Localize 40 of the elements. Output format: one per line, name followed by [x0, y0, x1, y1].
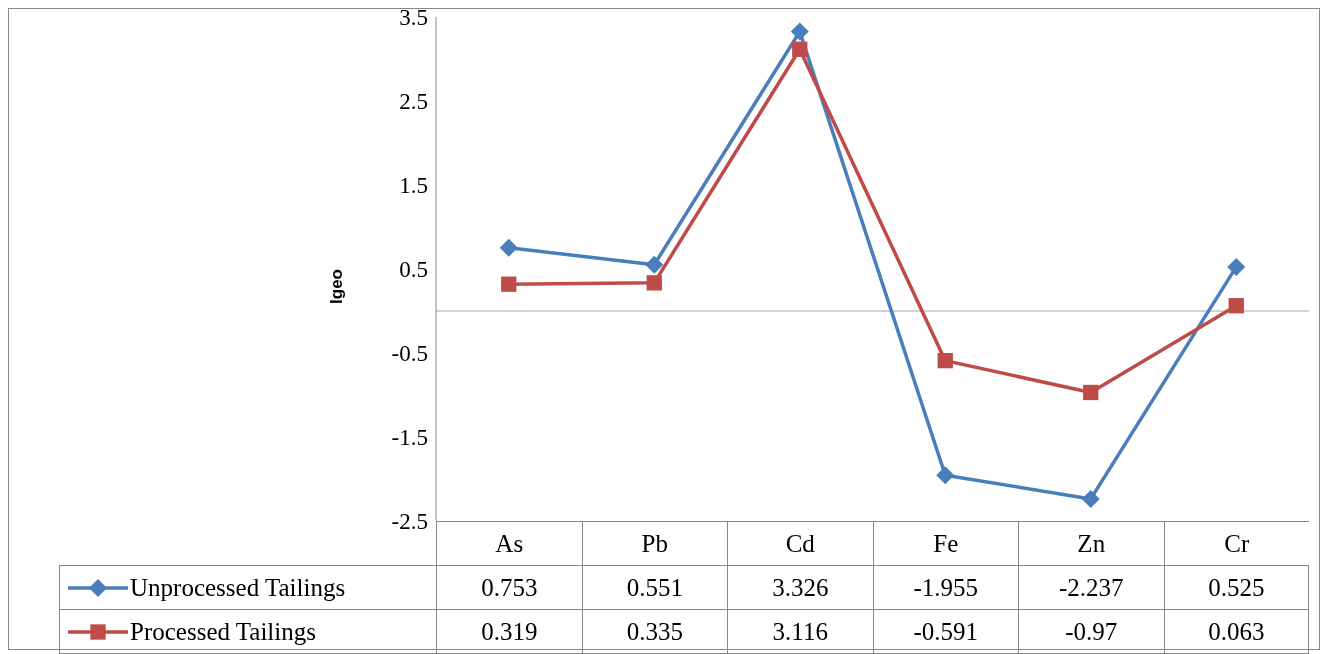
legend-label: Processed Tailings — [130, 617, 316, 646]
point — [645, 255, 664, 274]
point — [792, 41, 808, 57]
y-tick-label: 0.5 — [399, 257, 428, 283]
point — [790, 22, 809, 41]
point — [499, 238, 518, 257]
x-tick-label: Pb — [581, 521, 727, 565]
data-label: 0.525 — [1163, 565, 1309, 609]
y-tick-label: 1.5 — [399, 173, 428, 199]
data-label: 0.335 — [581, 609, 727, 653]
data-label: -0.97 — [1018, 609, 1164, 653]
data-label: 0.551 — [581, 565, 727, 609]
data-label: -2.237 — [1018, 565, 1164, 609]
y-tick-label: -2.5 — [391, 509, 428, 535]
y-tick-label: 2.5 — [399, 89, 428, 115]
y-tick-label: 3.5 — [399, 5, 428, 31]
data-label: 0.063 — [1163, 609, 1309, 653]
point — [1083, 384, 1099, 401]
x-tick-label: As — [436, 521, 582, 565]
data-label: 3.116 — [727, 609, 873, 653]
point — [1228, 298, 1244, 314]
y-tick-label: -1.5 — [391, 425, 428, 451]
data-label: 0.753 — [436, 565, 582, 609]
point — [501, 276, 517, 292]
point — [1227, 257, 1246, 276]
y-axis-title: Igeo — [327, 269, 347, 304]
point — [937, 352, 953, 369]
data-label: -1.955 — [872, 565, 1018, 609]
legend-label: Unprocessed Tailings — [130, 573, 346, 602]
x-tick-label: Cr — [1163, 521, 1309, 565]
point — [936, 466, 955, 485]
x-tick-label: Fe — [872, 521, 1018, 565]
x-tick-label: Zn — [1018, 521, 1164, 565]
x-tick-label: Cd — [727, 521, 873, 565]
point — [646, 275, 662, 291]
data-label: -0.591 — [872, 609, 1018, 653]
point — [1081, 489, 1100, 508]
data-label: 3.326 — [727, 565, 873, 609]
data-label: 0.319 — [436, 609, 582, 653]
y-tick-label: -0.5 — [391, 341, 428, 367]
